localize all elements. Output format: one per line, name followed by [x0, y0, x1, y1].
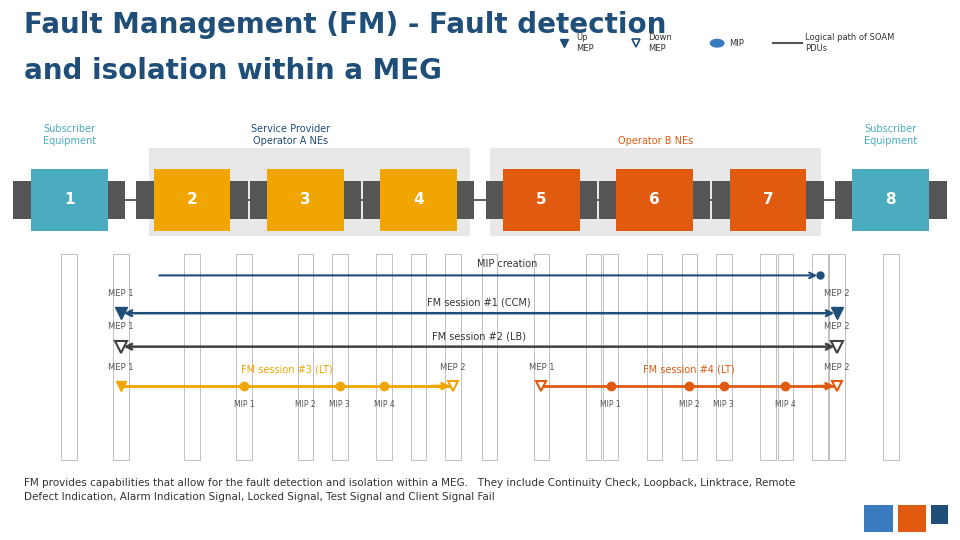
- Text: MEP 2: MEP 2: [441, 363, 466, 372]
- Text: MIP: MIP: [730, 39, 744, 48]
- Text: 6: 6: [649, 192, 660, 207]
- FancyBboxPatch shape: [250, 181, 267, 219]
- FancyBboxPatch shape: [267, 168, 344, 231]
- FancyBboxPatch shape: [806, 181, 824, 219]
- Text: Subscriber
Equipment: Subscriber Equipment: [42, 124, 96, 145]
- FancyBboxPatch shape: [380, 168, 457, 231]
- FancyBboxPatch shape: [503, 168, 580, 231]
- Text: 8: 8: [885, 192, 897, 207]
- FancyBboxPatch shape: [490, 148, 821, 237]
- FancyBboxPatch shape: [108, 181, 125, 219]
- Text: MIP 3: MIP 3: [329, 400, 350, 409]
- FancyBboxPatch shape: [712, 181, 730, 219]
- Text: FM session #3 (LT): FM session #3 (LT): [241, 364, 333, 374]
- Text: MIP 2: MIP 2: [679, 400, 700, 409]
- Text: 7: 7: [762, 192, 774, 207]
- Circle shape: [710, 39, 724, 47]
- FancyBboxPatch shape: [864, 505, 893, 532]
- Text: MIP 2: MIP 2: [295, 400, 316, 409]
- FancyBboxPatch shape: [929, 181, 947, 219]
- Text: MEP 1: MEP 1: [529, 363, 554, 372]
- Text: FM session #4 (LT): FM session #4 (LT): [643, 364, 735, 374]
- FancyBboxPatch shape: [580, 181, 597, 219]
- FancyBboxPatch shape: [344, 181, 361, 219]
- FancyBboxPatch shape: [136, 181, 154, 219]
- Text: Down
MEP: Down MEP: [648, 33, 672, 53]
- Text: MEP 2: MEP 2: [825, 322, 850, 332]
- FancyBboxPatch shape: [730, 168, 806, 231]
- Text: MIP 4: MIP 4: [775, 400, 796, 409]
- Text: and isolation within a MEG: and isolation within a MEG: [24, 57, 442, 85]
- Text: 1: 1: [64, 192, 74, 207]
- Text: Up
MEP: Up MEP: [576, 33, 593, 53]
- Text: Service Provider
Operator A NEs: Service Provider Operator A NEs: [251, 124, 330, 145]
- Text: 4: 4: [413, 192, 424, 207]
- FancyBboxPatch shape: [230, 181, 248, 219]
- FancyBboxPatch shape: [898, 505, 926, 532]
- Text: MIP 1: MIP 1: [233, 400, 254, 409]
- FancyBboxPatch shape: [154, 168, 230, 231]
- FancyBboxPatch shape: [149, 148, 470, 237]
- Text: MEP 2: MEP 2: [825, 289, 850, 298]
- Text: 3: 3: [300, 192, 311, 207]
- FancyBboxPatch shape: [486, 181, 503, 219]
- Text: FM provides capabilities that allow for the fault detection and isolation within: FM provides capabilities that allow for …: [24, 478, 796, 502]
- Text: Logical path of SOAM
PDUs: Logical path of SOAM PDUs: [805, 33, 895, 53]
- FancyBboxPatch shape: [457, 181, 474, 219]
- FancyBboxPatch shape: [931, 505, 948, 524]
- Text: MIP creation: MIP creation: [477, 259, 538, 269]
- Text: MEP 1: MEP 1: [108, 322, 133, 332]
- FancyBboxPatch shape: [363, 181, 380, 219]
- FancyBboxPatch shape: [852, 168, 929, 231]
- FancyBboxPatch shape: [599, 181, 616, 219]
- Text: MIP 4: MIP 4: [373, 400, 395, 409]
- Text: FM session #1 (CCM): FM session #1 (CCM): [427, 298, 531, 308]
- Text: MIP 3: MIP 3: [713, 400, 734, 409]
- Text: Fault Management (FM) - Fault detection: Fault Management (FM) - Fault detection: [24, 11, 666, 39]
- Text: MIP 1: MIP 1: [600, 400, 621, 409]
- Text: Operator B NEs: Operator B NEs: [617, 136, 693, 145]
- FancyBboxPatch shape: [616, 168, 693, 231]
- Text: MEP 2: MEP 2: [825, 363, 850, 372]
- FancyBboxPatch shape: [693, 181, 710, 219]
- Text: Subscriber
Equipment: Subscriber Equipment: [864, 124, 918, 145]
- Text: 5: 5: [536, 192, 547, 207]
- Text: MEP 1: MEP 1: [108, 289, 133, 298]
- FancyBboxPatch shape: [13, 181, 31, 219]
- Text: 2: 2: [186, 192, 198, 207]
- Text: FM session #2 (LB): FM session #2 (LB): [432, 331, 526, 341]
- FancyBboxPatch shape: [835, 181, 852, 219]
- FancyBboxPatch shape: [31, 168, 108, 231]
- Text: MEP 1: MEP 1: [108, 363, 133, 372]
